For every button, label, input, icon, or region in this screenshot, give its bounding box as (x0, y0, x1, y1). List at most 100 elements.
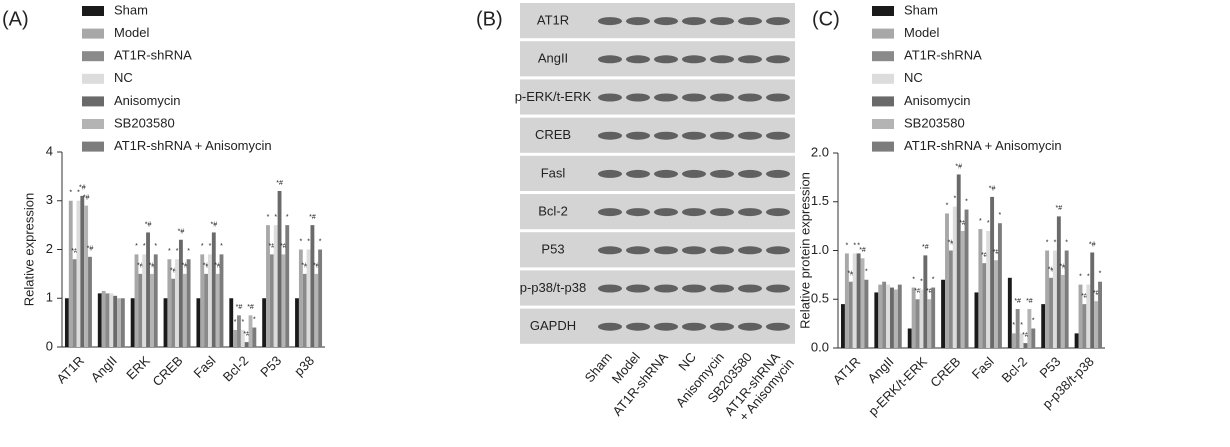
significance-mark: * (953, 195, 956, 202)
significance-mark: * (853, 242, 856, 249)
significance-mark: *# (1014, 298, 1021, 305)
bar (285, 225, 290, 347)
bar (911, 287, 916, 348)
blot-row-label: CREB (535, 127, 571, 142)
bar (208, 254, 212, 347)
bar (852, 253, 857, 348)
blot-band (766, 17, 790, 26)
bar (864, 279, 869, 348)
blot-band (654, 55, 678, 64)
panel-label: (A) (2, 8, 29, 30)
blot-band (710, 322, 734, 331)
blot-band (682, 93, 706, 102)
significance-mark: *# (210, 221, 217, 228)
y-tick-label: 0 (46, 338, 53, 353)
blot-band (738, 246, 762, 255)
bar (886, 284, 891, 348)
bar (964, 209, 969, 348)
blot-band (598, 284, 622, 293)
significance-mark: * (201, 243, 204, 250)
significance-mark: *# (1048, 267, 1055, 274)
bar (105, 293, 110, 347)
significance-mark: * (932, 276, 935, 283)
significance-mark: *# (948, 239, 955, 246)
significance-mark: *# (955, 163, 962, 170)
blot-column-label: Sham (582, 349, 615, 385)
blot-band (682, 208, 706, 217)
significance-mark: * (241, 319, 244, 326)
x-tick-label: Bcl-2 (220, 353, 252, 385)
bar (186, 259, 191, 347)
panel-label: (B) (476, 8, 503, 30)
significance-mark: *# (301, 263, 308, 270)
blot-band (654, 17, 678, 26)
legend-label: NC (904, 70, 923, 85)
y-tick-label: 1.5 (811, 193, 829, 208)
significance-mark: *# (1059, 264, 1066, 271)
blot-band (710, 17, 734, 26)
blot-band (710, 246, 734, 255)
significance-mark: * (1012, 322, 1015, 329)
significance-mark: * (274, 214, 277, 221)
bar (196, 298, 201, 347)
bar (277, 191, 282, 347)
blot-band (766, 93, 790, 102)
bar (986, 231, 991, 348)
significance-mark: * (920, 278, 923, 285)
bar (923, 255, 928, 348)
bar (1098, 281, 1102, 348)
significance-mark: * (319, 238, 322, 245)
x-tick-label: AT1R (830, 354, 863, 387)
significance-mark: *# (1089, 241, 1096, 248)
bar (978, 229, 983, 348)
blot-band (626, 169, 650, 178)
bar (248, 315, 253, 347)
bar (68, 200, 73, 347)
blot-row-label: AngII (538, 51, 568, 66)
bar (101, 290, 106, 347)
blot-band (682, 169, 706, 178)
bar (310, 225, 315, 347)
y-tick-label: 1.0 (811, 242, 829, 257)
significance-mark: * (1087, 273, 1090, 280)
bar (134, 254, 139, 347)
bar (844, 253, 849, 348)
legend-label: SB203580 (904, 115, 965, 130)
significance-mark: *# (280, 243, 287, 250)
blot-row-label: P53 (541, 242, 564, 257)
y-tick-label: 2 (46, 241, 53, 256)
legend-label: Sham (114, 2, 148, 17)
y-axis-title: Relative protein expression (797, 172, 812, 329)
blot-row-label: p-p38/t-p38 (520, 280, 587, 295)
blot-band (682, 17, 706, 26)
blot-band (738, 93, 762, 102)
blot-band (710, 55, 734, 64)
blot-band (766, 169, 790, 178)
significance-mark: *# (269, 243, 276, 250)
significance-mark: * (209, 243, 212, 250)
significance-mark: *# (926, 288, 933, 295)
blot-band (654, 284, 678, 293)
significance-mark: * (77, 190, 80, 197)
bar (171, 278, 176, 347)
significance-mark: *# (178, 229, 185, 236)
bar (175, 259, 179, 347)
y-tick-label: 2.0 (811, 144, 829, 159)
bar (990, 196, 995, 348)
bar (860, 258, 865, 348)
legend-label: AT1R-shRNA (114, 48, 192, 63)
significance-mark: * (999, 212, 1002, 219)
significance-mark: * (965, 198, 968, 205)
legend-label: Anisomycin (904, 93, 970, 108)
y-tick-label: 0.0 (811, 339, 829, 354)
legend-swatch (872, 51, 894, 62)
significance-mark: *# (170, 268, 177, 275)
legend-swatch (872, 28, 894, 39)
bar (927, 299, 932, 348)
blot-band (598, 208, 622, 217)
bar (244, 342, 249, 347)
blot-band (626, 93, 650, 102)
legend-swatch (872, 6, 894, 16)
bar (1078, 284, 1083, 348)
significance-mark: * (299, 238, 302, 245)
